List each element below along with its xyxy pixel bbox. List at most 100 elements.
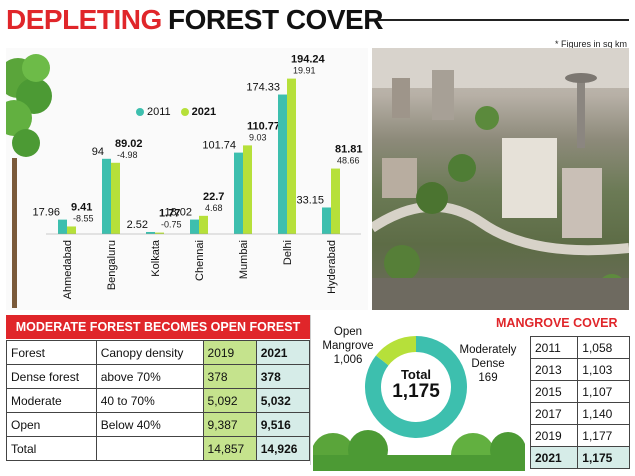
bar-2021 <box>287 78 296 234</box>
cell: 2019 <box>529 424 579 447</box>
cell: 378 <box>255 364 311 389</box>
cell: Open <box>6 412 97 437</box>
divider <box>310 315 311 465</box>
bar-2021 <box>199 215 208 234</box>
value-label-2011: 17.96 <box>32 207 60 219</box>
cell: 2015 <box>529 380 579 403</box>
category-label: Hyderabad <box>326 240 338 294</box>
category-label: Chennai <box>194 240 206 281</box>
value-label-2011: 101.74 <box>202 140 236 152</box>
category-label: Kolkata <box>150 239 162 277</box>
category-label: Bengaluru <box>106 240 118 290</box>
cell: 14,857 <box>202 436 257 461</box>
value-label-2011: 18.02 <box>164 207 192 219</box>
donut-center-label: Total <box>400 367 432 382</box>
cell: Moderate <box>6 388 97 413</box>
title-rule <box>377 19 629 21</box>
table-row: 2011 1,058 <box>529 336 630 359</box>
mangrove-donut-area: Open Mangrove 1,006 Moderately Dense 169… <box>311 315 526 476</box>
cell: Total <box>6 436 97 461</box>
dense-label: Moderately Dense 169 <box>451 343 525 385</box>
dense-line2: Dense <box>471 358 505 370</box>
tree-decoration <box>6 54 52 308</box>
legend-label-2021: 2021 <box>191 106 217 118</box>
bar-2011 <box>58 219 67 234</box>
table-row: 2017 1,140 <box>529 402 630 425</box>
col-forest: Forest <box>6 340 97 365</box>
donut-center-value: 1,175 <box>392 381 440 402</box>
open-line1: Open <box>333 326 363 338</box>
table-row: 2015 1,107 <box>529 380 630 403</box>
table-row: 2013 1,103 <box>529 358 630 381</box>
forest-table-title: MODERATE FOREST BECOMES OPEN FOREST <box>6 315 310 339</box>
figures-note: * Figures in sq km <box>554 39 627 49</box>
change-label: 4.68 <box>205 203 223 213</box>
table-row: 2021 1,175 <box>529 446 630 469</box>
tree-base-decoration <box>311 430 526 476</box>
col-2019: 2019 <box>202 340 257 365</box>
bar-2011 <box>322 207 331 234</box>
legend-2011: 2011 <box>136 106 171 118</box>
value-label-2021: 1.77 <box>159 208 180 220</box>
cell: 1,140 <box>577 402 630 425</box>
table-row: Dense forest above 70% 378 378 <box>6 364 311 389</box>
value-label-2011: 174.33 <box>246 82 280 94</box>
category-label: Delhi <box>282 240 294 265</box>
bar-2021 <box>243 145 252 234</box>
table-row: 2019 1,177 <box>529 424 630 447</box>
cell: 1,103 <box>577 358 630 381</box>
cell: 1,175 <box>577 446 630 469</box>
city-photo <box>372 48 629 310</box>
donut-chart <box>311 336 526 476</box>
cell <box>95 436 204 461</box>
bar-2021 <box>111 162 120 234</box>
donut-slice-moderately-dense <box>375 336 417 366</box>
table-row: Moderate 40 to 70% 5,092 5,032 <box>6 388 311 413</box>
change-label: 48.66 <box>337 156 360 166</box>
bar-2011 <box>146 231 155 234</box>
legend-dot-2021 <box>180 108 189 116</box>
bar-2021 <box>155 232 164 234</box>
open-value: 1,006 <box>333 354 363 366</box>
header: DEPLETING FOREST COVER <box>0 0 635 38</box>
change-label: 9.03 <box>249 132 267 142</box>
forest-table: Forest Canopy density 2019 2021 Dense fo… <box>6 340 311 461</box>
open-mangrove-label: Open Mangrove 1,006 <box>313 325 383 367</box>
value-label-2021: 89.02 <box>115 138 143 150</box>
cell: 2011 <box>529 336 579 359</box>
value-label-2021: 81.81 <box>335 144 363 156</box>
table-header-row: Forest Canopy density 2019 2021 <box>6 340 311 365</box>
col-canopy: Canopy density <box>95 340 204 365</box>
cell: 5,092 <box>202 388 257 413</box>
col-2021: 2021 <box>255 340 311 365</box>
change-label: 19.91 <box>293 66 316 76</box>
city-photo-illustration <box>372 48 629 310</box>
bar-2011 <box>278 94 287 234</box>
mangrove-table: 2011 1,058 2013 1,103 2015 1,107 2017 1,140 … <box>529 336 630 469</box>
cell: 2017 <box>529 402 579 425</box>
value-label-2021: 22.7 <box>203 191 224 203</box>
category-label: Ahmedabad <box>62 240 74 299</box>
dense-value: 169 <box>478 372 498 384</box>
cell: above 70% <box>95 364 204 389</box>
cell: 14,926 <box>255 436 311 461</box>
value-label-2011: 33.15 <box>296 194 324 206</box>
cell: 2021 <box>529 446 579 469</box>
cell: Below 40% <box>95 412 204 437</box>
title-part1: DEPLETING <box>6 4 162 35</box>
change-label: -8.55 <box>73 213 94 223</box>
cell: 1,107 <box>577 380 630 403</box>
donut-hole <box>382 353 450 421</box>
bar-2011 <box>190 219 199 234</box>
table-row: Total 14,857 14,926 <box>6 436 311 461</box>
cell: 378 <box>202 364 257 389</box>
bar-chart-panel: 17.96 9.41 -8.55 Ahmedabad 94 89.02 -4.98 Benga… <box>6 48 368 310</box>
open-line2: Mangrove <box>322 340 374 352</box>
value-label-2021: 110.77 <box>247 120 280 132</box>
value-label-2011: 94 <box>92 146 104 158</box>
cell: 9,387 <box>202 412 257 437</box>
value-label-2021: 194.24 <box>291 54 326 66</box>
mangrove-table-title: MANGROVE COVER <box>496 316 618 330</box>
change-label: -0.75 <box>161 220 182 230</box>
cell: 1,177 <box>577 424 630 447</box>
